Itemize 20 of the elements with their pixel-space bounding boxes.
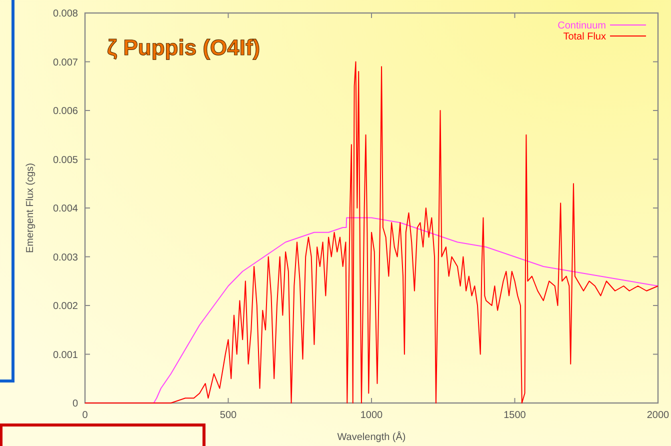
y-tick-label: 0 <box>72 398 78 410</box>
x-tick-label: 1000 <box>360 410 384 421</box>
y-tick-label: 0.002 <box>52 301 78 312</box>
x-tick-label: 0 <box>82 410 88 421</box>
y-tick-label: 0.007 <box>52 57 78 68</box>
legend-label: Continuum <box>558 20 606 32</box>
y-tick-label: 0.003 <box>52 252 78 264</box>
line-series <box>84 61 658 404</box>
y-tick-label: 0.006 <box>52 106 78 117</box>
y-axis-title: Emergent Flux (cgs) <box>25 162 36 254</box>
legend-label: Total Flux <box>563 32 606 42</box>
x-tick-label: 1500 <box>504 410 526 421</box>
y-tick-label: 0.001 <box>52 350 78 361</box>
x-tick-label: 500 <box>220 410 238 421</box>
x-axis-title: Wavelength (Å) <box>337 431 406 443</box>
text: ζ Puppis (O4If) <box>107 35 260 60</box>
y-tick-label: 0.004 <box>52 204 78 214</box>
y-tick-label: 0.008 <box>52 8 78 20</box>
x-tick-label: 2000 <box>646 410 670 421</box>
y-tick-label: 0.005 <box>52 154 78 166</box>
